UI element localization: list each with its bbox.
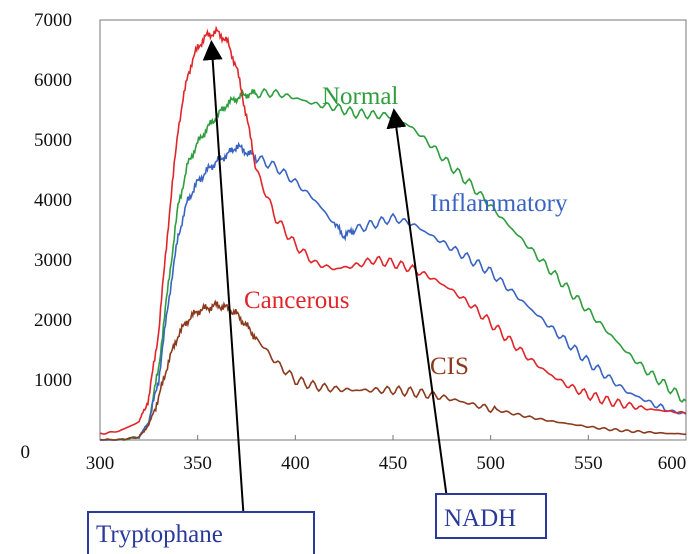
y-tick-label: 6000 — [34, 70, 72, 91]
series-label-inflammatory: Inflammatory — [430, 190, 568, 217]
x-axis-ticks: 300 350 400 450 500 550 600 — [86, 435, 687, 474]
y-tick-label: 5000 — [34, 130, 72, 151]
y-tick-label: 7000 — [34, 10, 72, 31]
plot-area — [99, 19, 687, 441]
tryptophane-label: Tryptophane — [96, 521, 223, 548]
nadh-label-box — [435, 493, 547, 539]
series-line-cis — [100, 299, 687, 441]
x-tick-label: 350 — [183, 453, 212, 474]
y-axis-ticks: 0 1000 2000 3000 4000 5000 6000 7000 — [21, 10, 73, 463]
x-tick-label: 400 — [281, 453, 310, 474]
x-tick-label: 500 — [476, 453, 505, 474]
y-tick-label: 4000 — [34, 190, 72, 211]
nadh-label: NADH — [444, 505, 516, 532]
x-tick-label: 450 — [379, 453, 408, 474]
series-line-inflammatory — [99, 141, 687, 441]
series-lines — [99, 25, 687, 441]
series-label-cis: CIS — [430, 353, 469, 380]
series-label-cancerous: Cancerous — [244, 287, 350, 314]
y-tick-label: 2000 — [34, 310, 72, 331]
tryptophane-arrow — [202, 40, 245, 523]
series-line-cancerous — [99, 25, 687, 435]
tryptophane-label-box — [87, 511, 315, 554]
x-tick-label: 550 — [574, 453, 603, 474]
nadh-arrow — [386, 108, 449, 507]
series-label-normal: Normal — [322, 83, 398, 110]
y-tick-label: 3000 — [34, 250, 72, 271]
y-tick-label: 1000 — [34, 370, 72, 391]
x-tick-label: 600 — [658, 453, 687, 474]
series-line-normal — [99, 87, 687, 441]
y-tick-label: 0 — [21, 442, 31, 463]
x-tick-label: 300 — [86, 453, 115, 474]
